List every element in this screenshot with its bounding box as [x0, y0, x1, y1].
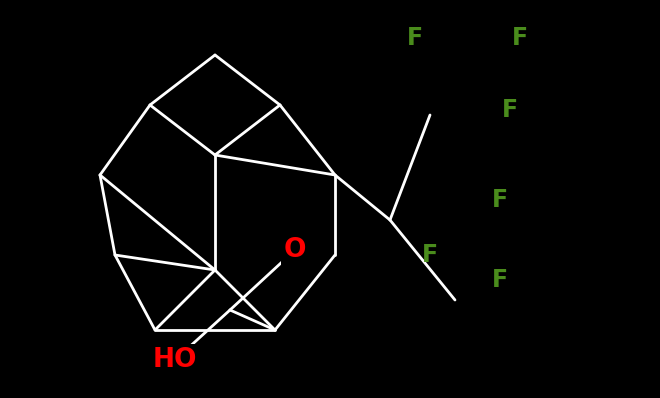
Text: F: F [407, 26, 423, 50]
Text: O: O [284, 237, 306, 263]
Text: F: F [422, 243, 438, 267]
Text: F: F [512, 26, 528, 50]
Text: F: F [492, 188, 508, 212]
Text: F: F [492, 268, 508, 292]
Text: HO: HO [152, 347, 197, 373]
Text: F: F [502, 98, 518, 122]
